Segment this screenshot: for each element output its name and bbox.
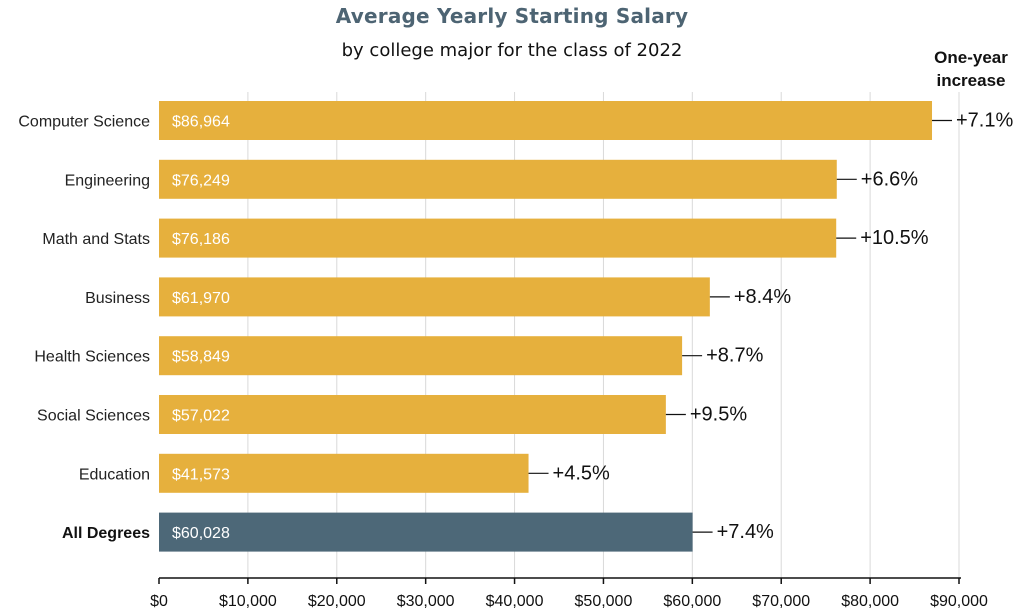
value-label: $58,849 [172, 349, 230, 366]
category-label: Math and Stats [42, 231, 150, 248]
bar [159, 453, 529, 493]
increase-header-line-1: One-year [934, 48, 1008, 67]
increase-label: +4.5% [553, 462, 610, 484]
value-label: $76,249 [172, 172, 230, 189]
category-label: Social Sciences [37, 408, 150, 425]
value-label: $57,022 [172, 408, 230, 425]
increase-label: +10.5% [860, 227, 929, 249]
increase-label: +8.7% [706, 345, 763, 367]
x-tick-label: $30,000 [397, 593, 455, 610]
chart-subtitle: by college major for the class of 2022 [341, 40, 683, 61]
x-tick-label: $60,000 [663, 593, 721, 610]
x-tick-label: $10,000 [219, 593, 277, 610]
x-tick-label: $0 [150, 593, 168, 610]
value-label: $41,573 [172, 466, 230, 483]
bar [159, 218, 837, 258]
increase-header-line-2: increase [936, 71, 1006, 90]
value-label: $60,028 [172, 525, 230, 542]
category-label: Engineering [65, 172, 150, 189]
category-label: All Degrees [62, 525, 150, 542]
x-tick-label: $90,000 [930, 593, 988, 610]
bar [159, 395, 666, 434]
increase-column-header: One-year increase [922, 46, 1020, 92]
bar [159, 512, 693, 552]
value-label: $61,970 [172, 290, 230, 307]
chart-title: Average Yearly Starting Salary [335, 4, 689, 28]
increase-label: +6.6% [861, 168, 918, 190]
bar [159, 277, 710, 317]
x-tick-label: $20,000 [308, 593, 366, 610]
value-label: $76,186 [172, 231, 230, 248]
increase-label: +9.5% [690, 404, 747, 426]
x-tick-label: $70,000 [752, 593, 810, 610]
category-label: Computer Science [18, 114, 150, 131]
bar [159, 336, 683, 376]
category-label: Business [85, 290, 150, 307]
increase-label: +8.4% [734, 286, 791, 308]
bar [159, 101, 933, 140]
x-tick-label: $50,000 [575, 593, 633, 610]
category-label: Health Sciences [34, 349, 150, 366]
increase-label: +7.1% [956, 110, 1013, 132]
category-label: Education [79, 466, 150, 483]
bar [159, 159, 837, 199]
increase-label: +7.4% [717, 521, 774, 543]
value-label: $86,964 [172, 114, 230, 131]
x-tick-label: $80,000 [841, 593, 899, 610]
x-tick-label: $40,000 [486, 593, 544, 610]
